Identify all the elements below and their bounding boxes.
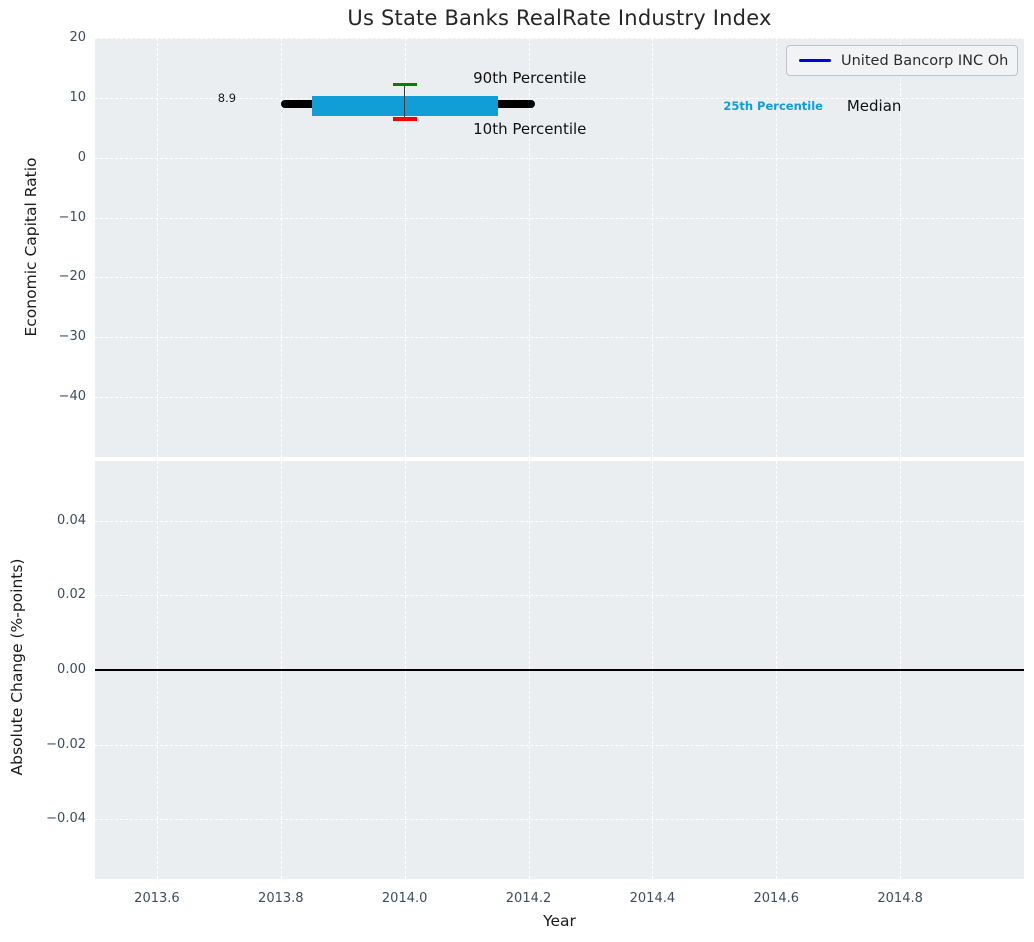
legend-label: United Bancorp INC Oh <box>841 52 1009 69</box>
zero-line <box>95 669 1024 671</box>
y-tick-label: 0.04 <box>57 512 86 528</box>
x-tick-label: 2014.2 <box>505 891 552 906</box>
x-tick-label: 2014.0 <box>381 891 428 906</box>
p10-cap <box>392 117 417 121</box>
y-tick-label: −10 <box>58 209 86 225</box>
y-gridline <box>95 819 1024 821</box>
annotation-8-9: 8.9 <box>217 90 237 105</box>
p90-cap <box>392 82 417 87</box>
y-gridline <box>95 38 1024 39</box>
legend-line-swatch <box>799 59 831 62</box>
x-tick-label: 2013.8 <box>258 891 304 906</box>
x-axis-label-year: Year <box>543 912 576 930</box>
y-axis-label-economic-capital-ratio: Economic Capital Ratio <box>22 157 40 337</box>
x-gridline <box>900 38 902 457</box>
y-tick-label: −0.02 <box>46 736 86 752</box>
y-gridline <box>95 744 1024 746</box>
legend: United Bancorp INC Oh <box>786 45 1018 76</box>
y-tick-label: −20 <box>58 269 86 285</box>
y-gridline <box>95 217 1024 219</box>
y-gridline <box>95 97 1024 99</box>
y-gridline <box>95 397 1024 399</box>
y-gridline <box>95 595 1024 597</box>
x-gridline <box>156 38 158 457</box>
annotation-median: Median <box>846 97 902 116</box>
y-tick-label: 0 <box>77 149 86 165</box>
y-tick-label: −30 <box>58 329 86 345</box>
top-axes <box>95 38 1024 457</box>
errorbar-line <box>403 84 406 119</box>
x-tick-label: 2014.6 <box>753 891 800 906</box>
annotation-90th-percentile: 90th Percentile <box>473 69 587 88</box>
annotation-25th-percentile: 25th Percentile <box>723 99 823 114</box>
chart-title: Us State Banks RealRate Industry Index <box>347 6 772 30</box>
y-tick-label: 20 <box>69 30 86 45</box>
y-tick-label: −0.04 <box>46 811 86 827</box>
y-gridline <box>95 277 1024 279</box>
y-gridline <box>95 337 1024 339</box>
x-tick-label: 2013.6 <box>134 891 180 906</box>
x-gridline <box>528 38 530 457</box>
y-tick-label: −40 <box>58 389 86 405</box>
x-gridline <box>404 38 406 457</box>
y-gridline <box>95 520 1024 522</box>
x-gridline <box>776 38 778 457</box>
annotation-10th-percentile: 10th Percentile <box>473 119 587 138</box>
y-tick-label: 10 <box>69 89 86 105</box>
x-gridline <box>280 38 282 457</box>
y-tick-label: 0.02 <box>57 587 86 603</box>
x-gridline <box>652 38 654 457</box>
x-tick-label: 2014.8 <box>877 891 923 906</box>
x-tick-label: 2014.4 <box>629 891 676 906</box>
y-tick-label: 0.00 <box>57 662 86 677</box>
y-gridline <box>95 157 1024 159</box>
bottom-axes <box>95 461 1024 879</box>
